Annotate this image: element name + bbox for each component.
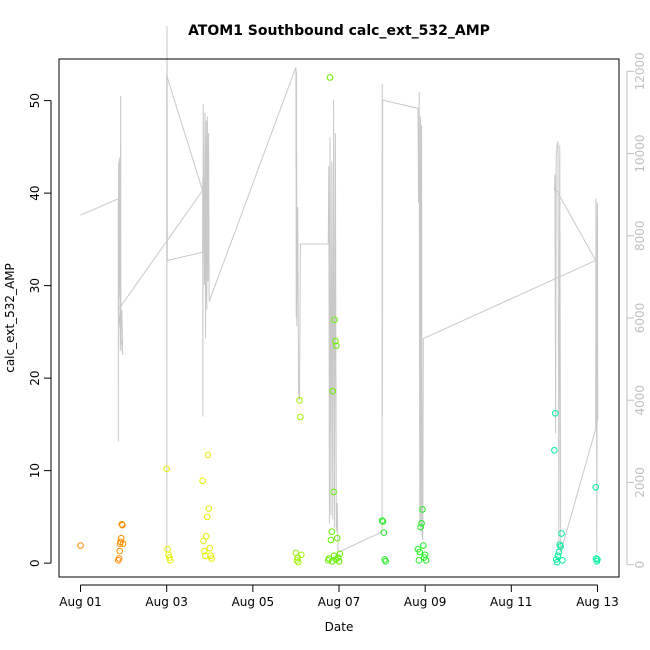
x-tick-label: Aug 07 bbox=[318, 595, 361, 609]
secondary-line-layer bbox=[80, 26, 599, 554]
data-point bbox=[77, 542, 84, 549]
data-point bbox=[382, 557, 389, 565]
y-tick-label: 30 bbox=[28, 278, 42, 293]
x-tick-label: Aug 01 bbox=[59, 595, 102, 609]
scatter-points-layer bbox=[77, 74, 601, 566]
data-point bbox=[332, 337, 339, 345]
x-axis-label: Date bbox=[325, 620, 354, 634]
secondary-line bbox=[80, 26, 599, 554]
data-point bbox=[166, 554, 173, 561]
y2-tick-label: 10000 bbox=[633, 134, 647, 172]
y2-tick-label: 2000 bbox=[633, 467, 647, 498]
data-point bbox=[329, 387, 337, 395]
data-point bbox=[378, 517, 386, 524]
data-point bbox=[551, 446, 558, 454]
data-point bbox=[420, 542, 427, 549]
plot-frame bbox=[58, 58, 620, 578]
y-tick-label: 40 bbox=[28, 185, 42, 200]
data-point bbox=[204, 451, 212, 459]
data-point bbox=[379, 518, 387, 525]
data-point bbox=[328, 528, 336, 535]
data-point bbox=[419, 506, 426, 513]
data-point bbox=[330, 552, 338, 560]
y2-tick-label: 12000 bbox=[633, 52, 647, 90]
data-point bbox=[417, 523, 424, 531]
data-point bbox=[119, 540, 127, 548]
data-point bbox=[333, 342, 340, 350]
y-axis: 0 10 20 30 40 50 bbox=[28, 93, 52, 567]
data-point bbox=[166, 557, 174, 564]
data-point bbox=[206, 545, 214, 552]
data-point bbox=[116, 547, 124, 555]
data-point bbox=[163, 465, 170, 473]
data-point bbox=[554, 552, 562, 560]
data-point bbox=[295, 558, 302, 566]
data-point bbox=[559, 557, 566, 564]
y-tick-label: 10 bbox=[28, 463, 42, 478]
data-point bbox=[119, 521, 126, 529]
data-point bbox=[552, 556, 560, 563]
data-point bbox=[335, 557, 343, 565]
y2-tick-label: 4000 bbox=[633, 385, 647, 416]
data-point bbox=[336, 550, 344, 558]
data-point bbox=[592, 555, 600, 562]
data-point bbox=[297, 413, 304, 421]
data-point bbox=[380, 529, 388, 536]
data-point bbox=[296, 397, 303, 404]
data-point bbox=[330, 488, 337, 496]
secondary-y-axis: 0 2000 4000 6000 8000 10000 12000 bbox=[626, 52, 647, 569]
data-point bbox=[208, 555, 215, 562]
data-point bbox=[203, 513, 211, 521]
data-point bbox=[327, 536, 335, 544]
data-point bbox=[326, 74, 334, 81]
y2-tick-label: 0 bbox=[633, 561, 647, 569]
data-point bbox=[331, 316, 338, 324]
y-axis-label: calc_ext_532_AMP bbox=[3, 263, 17, 373]
x-tick-label: Aug 13 bbox=[576, 595, 619, 609]
data-point bbox=[551, 409, 559, 417]
data-point bbox=[558, 530, 565, 537]
data-point bbox=[333, 534, 341, 542]
data-point bbox=[334, 554, 342, 561]
x-tick-label: Aug 09 bbox=[404, 595, 447, 609]
x-tick-label: Aug 03 bbox=[145, 595, 188, 609]
y2-tick-label: 8000 bbox=[633, 221, 647, 252]
x-tick-label: Aug 05 bbox=[232, 595, 275, 609]
chart-title: ATOM1 Southbound calc_ext_532_AMP bbox=[188, 23, 490, 39]
data-point bbox=[293, 557, 301, 564]
data-point bbox=[205, 505, 213, 512]
y-tick-label: 0 bbox=[28, 559, 42, 567]
data-point bbox=[422, 557, 430, 564]
x-axis: Aug 01 Aug 03 Aug 05 Aug 07 Aug 09 Aug 11 Aug … bbox=[59, 584, 619, 609]
data-point bbox=[418, 520, 425, 527]
data-point bbox=[115, 555, 123, 562]
y-tick-label: 20 bbox=[28, 370, 42, 385]
data-point bbox=[298, 551, 305, 559]
data-point bbox=[201, 547, 208, 555]
data-point bbox=[207, 552, 214, 560]
data-point bbox=[594, 556, 601, 563]
data-point bbox=[557, 543, 564, 550]
y-tick-label: 50 bbox=[28, 93, 42, 108]
data-point bbox=[199, 477, 206, 485]
data-point bbox=[416, 548, 424, 556]
data-point bbox=[202, 533, 210, 540]
data-point bbox=[592, 483, 599, 491]
y2-tick-label: 6000 bbox=[633, 303, 647, 334]
data-point bbox=[415, 557, 423, 564]
x-tick-label: Aug 11 bbox=[490, 595, 533, 609]
